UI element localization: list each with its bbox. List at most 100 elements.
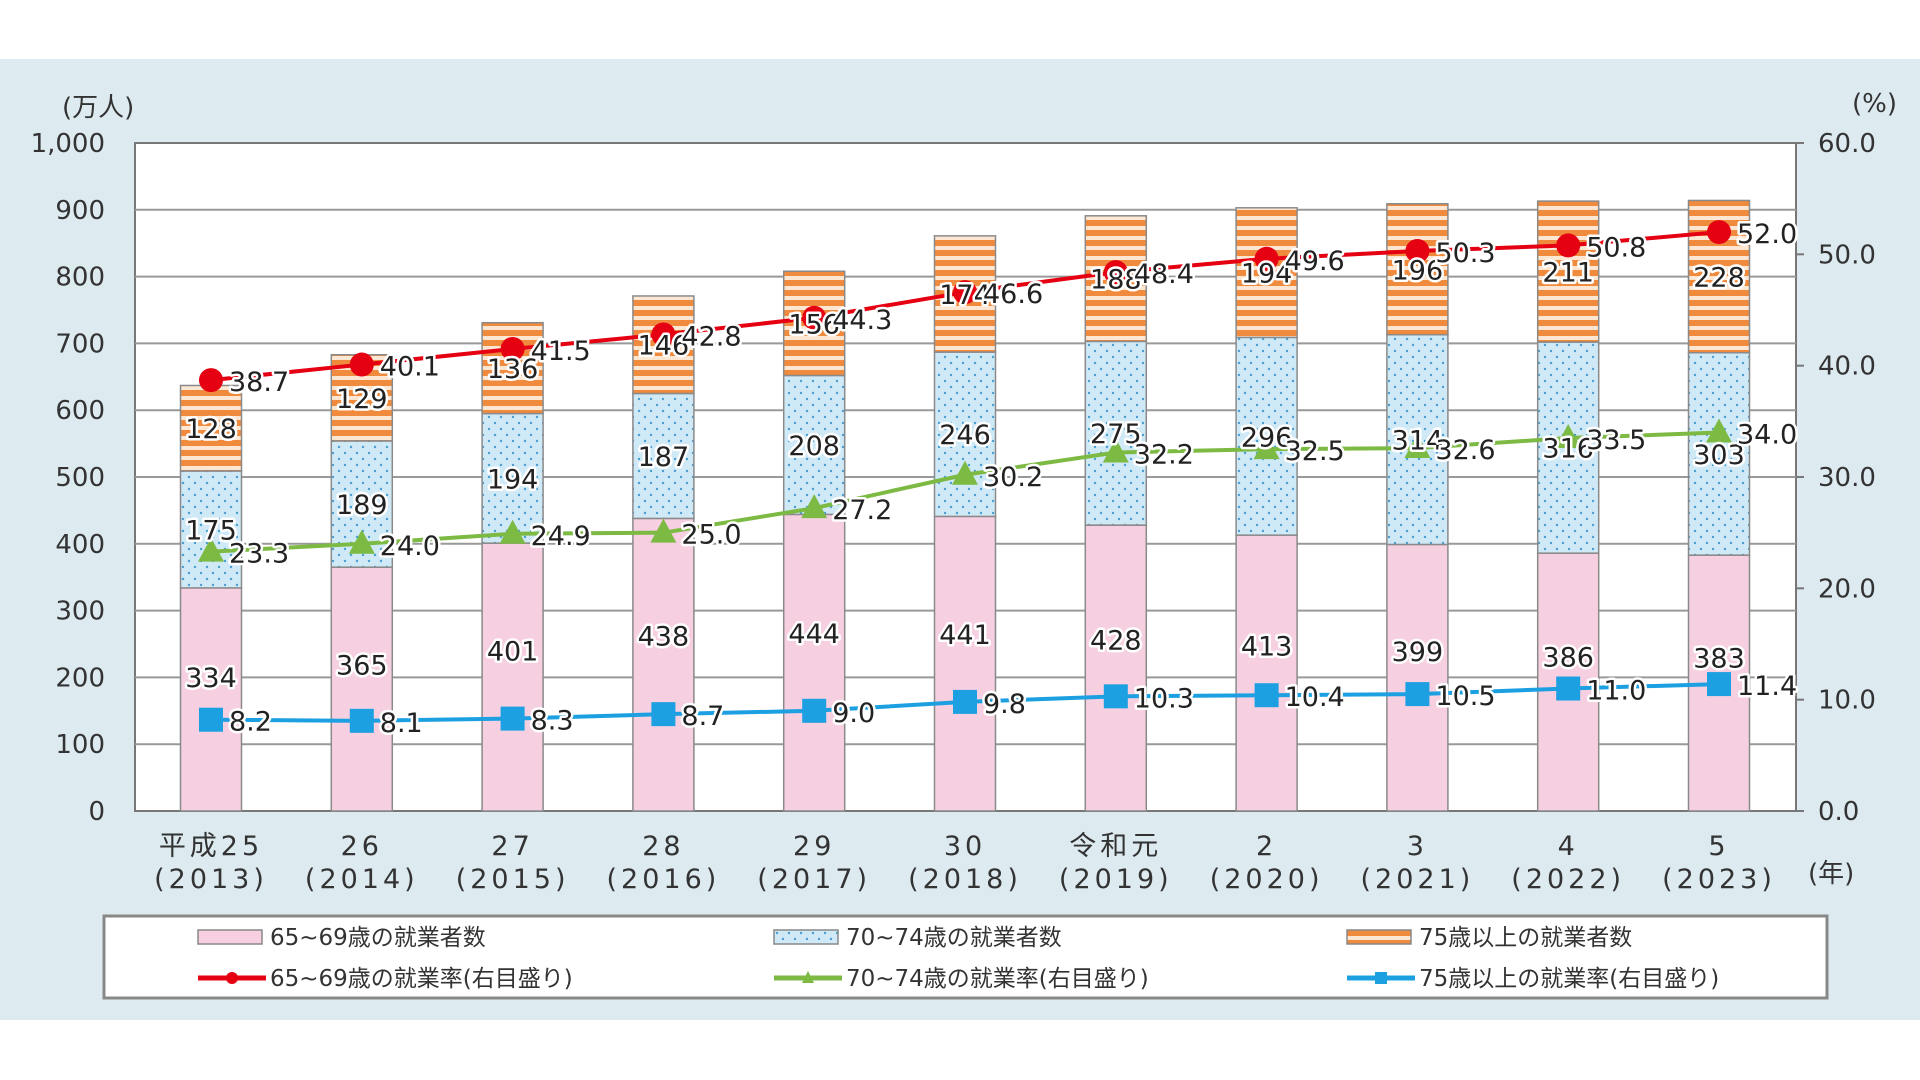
rate-marker-square [199, 707, 223, 732]
y2-tick-label: 20.0 [1818, 574, 1876, 604]
rate-marker-square [1254, 683, 1279, 708]
x-tick-label-era: 令和元 [1069, 831, 1162, 862]
x-tick-label-year: (2016) [607, 864, 721, 895]
bar-value-label: 194 [1241, 259, 1293, 290]
x-tick-label-era: 26 [341, 831, 383, 862]
rate-marker-square [349, 708, 374, 733]
legend-marker-circle [226, 972, 238, 984]
x-tick-label-year: (2019) [1059, 864, 1173, 895]
rate-value-label: 30.2 [983, 462, 1043, 493]
rate-marker-triangle [348, 529, 375, 554]
rate-marker-triangle [650, 518, 677, 543]
rate-value-label: 8.7 [681, 701, 724, 732]
bar-value-label: 399 [1392, 637, 1444, 668]
y-tick-label: 100 [55, 730, 105, 760]
y2-tick-label: 50.0 [1818, 240, 1876, 270]
y2-axis-unit: (%) [1852, 89, 1897, 119]
y2-tick-label: 40.0 [1818, 352, 1876, 382]
bar-value-label: 365 [336, 651, 388, 682]
bar-segment-65-69 [782, 513, 846, 812]
rate-value-label: 25.0 [681, 520, 741, 551]
bar-segment-75plus [1536, 200, 1600, 343]
rate-marker-circle [349, 352, 374, 377]
y-tick-label: 300 [55, 597, 105, 627]
rate-value-label: 8.2 [229, 707, 272, 738]
y-tick-label: 400 [55, 530, 105, 560]
rate-marker-circle [1707, 220, 1731, 245]
rate-marker-square [802, 698, 827, 723]
rate-marker-circle [1556, 233, 1581, 258]
rate-value-label: 8.3 [531, 706, 574, 737]
legend-swatch [1346, 929, 1412, 945]
x-tick-label-era: 30 [944, 831, 986, 862]
bar-segment-65-69 [1084, 524, 1148, 812]
rate-marker-triangle [1706, 418, 1732, 443]
rate-value-label: 10.3 [1134, 683, 1194, 714]
legend-marker-triangle [802, 971, 814, 983]
rate-marker-triangle [801, 494, 828, 519]
rate-marker-circle [1254, 246, 1279, 271]
bar-value-label: 316 [1542, 434, 1594, 465]
rate-value-label: 40.1 [380, 352, 440, 383]
rate-marker-square [651, 702, 676, 727]
y-tick-label: 600 [55, 396, 105, 426]
rate-value-label: 33.5 [1586, 425, 1646, 456]
bar-value-label: 386 [1542, 642, 1594, 673]
bar-value-label: 314 [1392, 426, 1444, 457]
bar-segment-65-69 [1386, 543, 1449, 812]
rate-value-label: 10.5 [1435, 681, 1495, 712]
rate-value-label: 44.3 [832, 305, 892, 336]
bar-segment-75plus [1084, 215, 1148, 343]
rate-value-label: 32.5 [1285, 436, 1345, 467]
x-tick-label-era: 5 [1708, 831, 1729, 862]
bar-value-label: 413 [1241, 631, 1293, 662]
rate-value-label: 52.0 [1737, 219, 1797, 250]
bar-segment-70-74 [1084, 340, 1148, 526]
x-tick-label-year: (2023) [1662, 864, 1776, 895]
bar-value-label: 174 [939, 280, 991, 311]
legend-label: 65~69歳の就業率(右目盛り) [270, 966, 573, 992]
rate-value-label: 10.4 [1285, 682, 1345, 713]
bar-value-label: 187 [638, 442, 690, 473]
rate-marker-circle [651, 322, 676, 347]
legend-label: 70~74歳の就業者数 [846, 925, 1062, 951]
y-tick-label: 200 [55, 663, 105, 693]
rate-value-label: 24.0 [380, 531, 440, 562]
bar-segment-75plus [1235, 207, 1298, 339]
x-tick-label-era: 2 [1256, 831, 1277, 862]
rate-marker-triangle [1555, 424, 1582, 449]
rate-marker-circle [199, 368, 223, 393]
bar-value-label: 208 [788, 431, 840, 462]
bar-value-label: 428 [1090, 625, 1142, 656]
legend-label: 65~69歳の就業者数 [270, 925, 486, 951]
bar-segment-70-74 [782, 374, 846, 516]
bar-value-label: 136 [487, 354, 539, 385]
legend-label: 75歳以上の就業者数 [1419, 925, 1632, 951]
rate-marker-triangle [499, 519, 526, 544]
rate-marker-circle [500, 336, 525, 361]
bar-value-label: 246 [939, 420, 991, 451]
x-tick-label-year: (2013) [154, 864, 268, 895]
rate-value-label: 42.8 [681, 321, 741, 352]
rate-marker-square [1707, 672, 1731, 697]
bar-value-label: 334 [185, 663, 237, 694]
bar-value-label: 189 [336, 490, 388, 521]
x-tick-label-era: 29 [793, 831, 835, 862]
rate-value-label: 9.0 [832, 698, 875, 729]
bar-value-label: 444 [788, 619, 840, 650]
legend-label: 75歳以上の就業率(右目盛り) [1419, 966, 1719, 992]
x-tick-label-year: (2020) [1210, 864, 1324, 895]
bar-segment-65-69 [1235, 534, 1298, 812]
legend-label: 70~74歳の就業率(右目盛り) [846, 966, 1149, 992]
rate-marker-square [1103, 684, 1128, 709]
rate-marker-square [1556, 676, 1581, 701]
x-tick-label-era: 4 [1558, 831, 1579, 862]
bar-value-label: 401 [487, 636, 539, 667]
rate-marker-circle [1405, 238, 1430, 263]
x-tick-label-year: (2014) [305, 864, 419, 895]
x-tick-label-year: (2018) [908, 864, 1022, 895]
x-tick-label-year: (2021) [1361, 864, 1475, 895]
rate-marker-triangle [952, 460, 978, 485]
bar-value-label: 156 [788, 309, 840, 340]
